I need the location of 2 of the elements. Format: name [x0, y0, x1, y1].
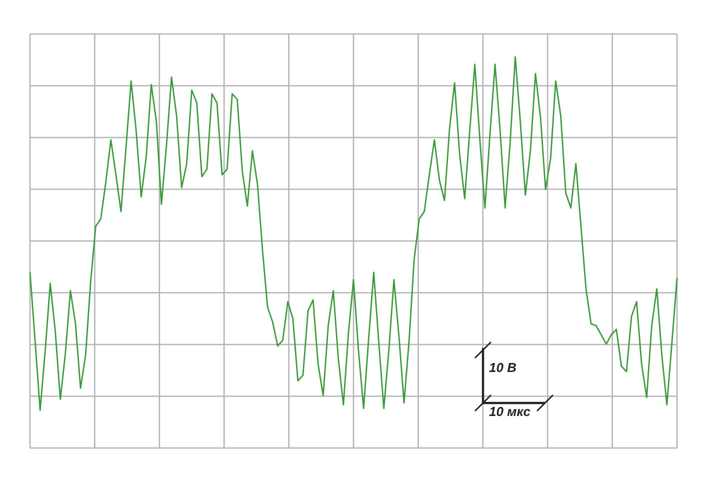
annotation: 10 мкс — [489, 404, 531, 419]
annotation: 10 В — [489, 360, 516, 375]
